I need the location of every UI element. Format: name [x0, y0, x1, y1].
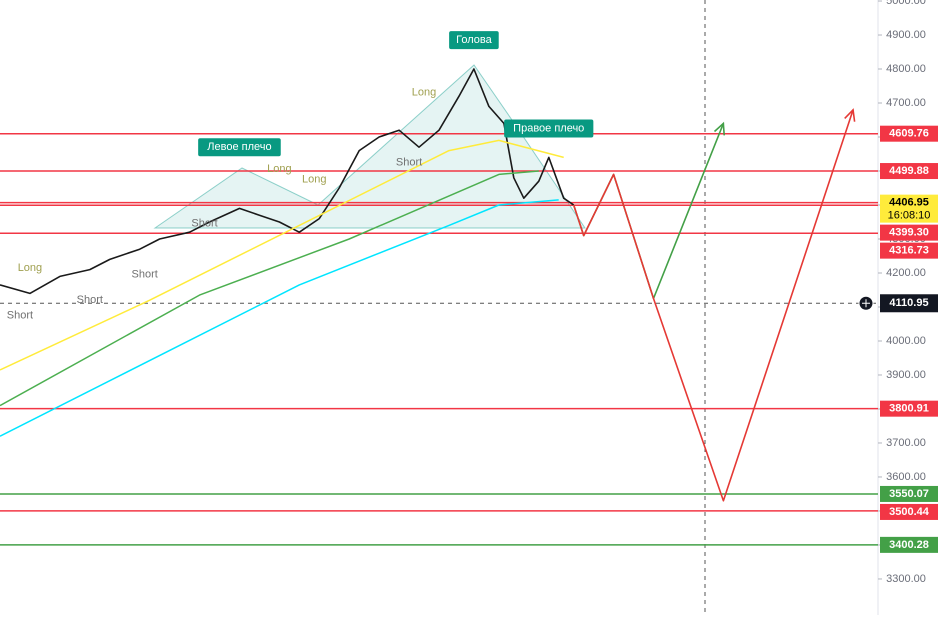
pattern-area	[153, 64, 586, 229]
level-label-text: 4316.73	[889, 245, 929, 257]
annotation-label: Голова	[456, 34, 492, 46]
y-tick-label: 4000.00	[886, 335, 926, 347]
level-label: 4399.30	[880, 224, 938, 241]
level-label-box	[880, 503, 938, 520]
y-tick-label: 3600.00	[886, 471, 926, 483]
level-label-text: 4406.95	[889, 197, 929, 209]
signal-label: Short	[191, 218, 217, 230]
series-line	[0, 170, 539, 407]
level-label-box	[880, 163, 938, 180]
level-label-text: 4399.30	[889, 227, 929, 239]
y-tick-label: 3300.00	[886, 573, 926, 585]
series-line	[0, 199, 559, 437]
signal-label: Short	[77, 294, 103, 306]
annotation-box	[198, 138, 281, 157]
level-label: 3400.28	[880, 536, 938, 553]
signal-label: Long	[267, 163, 291, 175]
level-label-text: 4499.88	[889, 165, 929, 177]
level-label-box	[880, 536, 938, 553]
y-tick-label: 5000.00	[886, 0, 926, 7]
signal-label: Long	[302, 173, 326, 185]
level-label-text: 3800.91	[889, 403, 929, 415]
y-tick-label: 4900.00	[886, 29, 926, 41]
signal-label: Long	[412, 87, 436, 99]
signal-label: Short	[396, 156, 422, 168]
annotation-label: Левое плечо	[207, 141, 271, 153]
level-label: 4609.76	[880, 125, 938, 142]
annotation-label: Правое плечо	[513, 122, 584, 134]
level-label-box	[880, 485, 938, 502]
level-label: 3500.44	[880, 503, 938, 520]
signal-label: Long	[18, 262, 42, 274]
level-label-time: 16:08:10	[888, 210, 931, 222]
level-label-text: 4609.76	[889, 128, 929, 140]
series-line	[0, 68, 575, 295]
annotation-box	[504, 119, 594, 138]
y-tick-label: 3700.00	[886, 437, 926, 449]
level-label-box	[880, 400, 938, 417]
crosshair-label-box	[880, 294, 938, 313]
arrow-head	[844, 108, 856, 122]
crosshair-plus-icon	[862, 299, 870, 308]
annotation-box	[449, 31, 499, 50]
level-label-text: 3550.07	[889, 488, 929, 500]
series-line	[572, 109, 854, 502]
y-tick-label: 4700.00	[886, 97, 926, 109]
level-label: 4499.88	[880, 163, 938, 180]
level-label: 3800.91	[880, 400, 938, 417]
level-label-box	[880, 194, 938, 223]
level-label-text: 3500.44	[889, 506, 930, 518]
series-line	[0, 139, 564, 371]
level-label-box	[880, 224, 938, 241]
crosshair-label: 4110.95	[889, 297, 928, 309]
level-label: 3550.07	[880, 485, 938, 502]
y-tick-label: 4200.00	[886, 267, 926, 279]
y-tick-label: 4800.00	[886, 63, 926, 75]
arrow-head	[713, 121, 725, 136]
signal-label: Short	[7, 309, 33, 321]
signal-label: Short	[132, 269, 158, 281]
level-label-box	[880, 242, 938, 259]
level-label-text: 3400.28	[889, 539, 929, 551]
level-label: 4316.73	[880, 242, 938, 259]
y-tick-label: 3900.00	[886, 369, 926, 381]
level-label-box	[880, 125, 938, 142]
